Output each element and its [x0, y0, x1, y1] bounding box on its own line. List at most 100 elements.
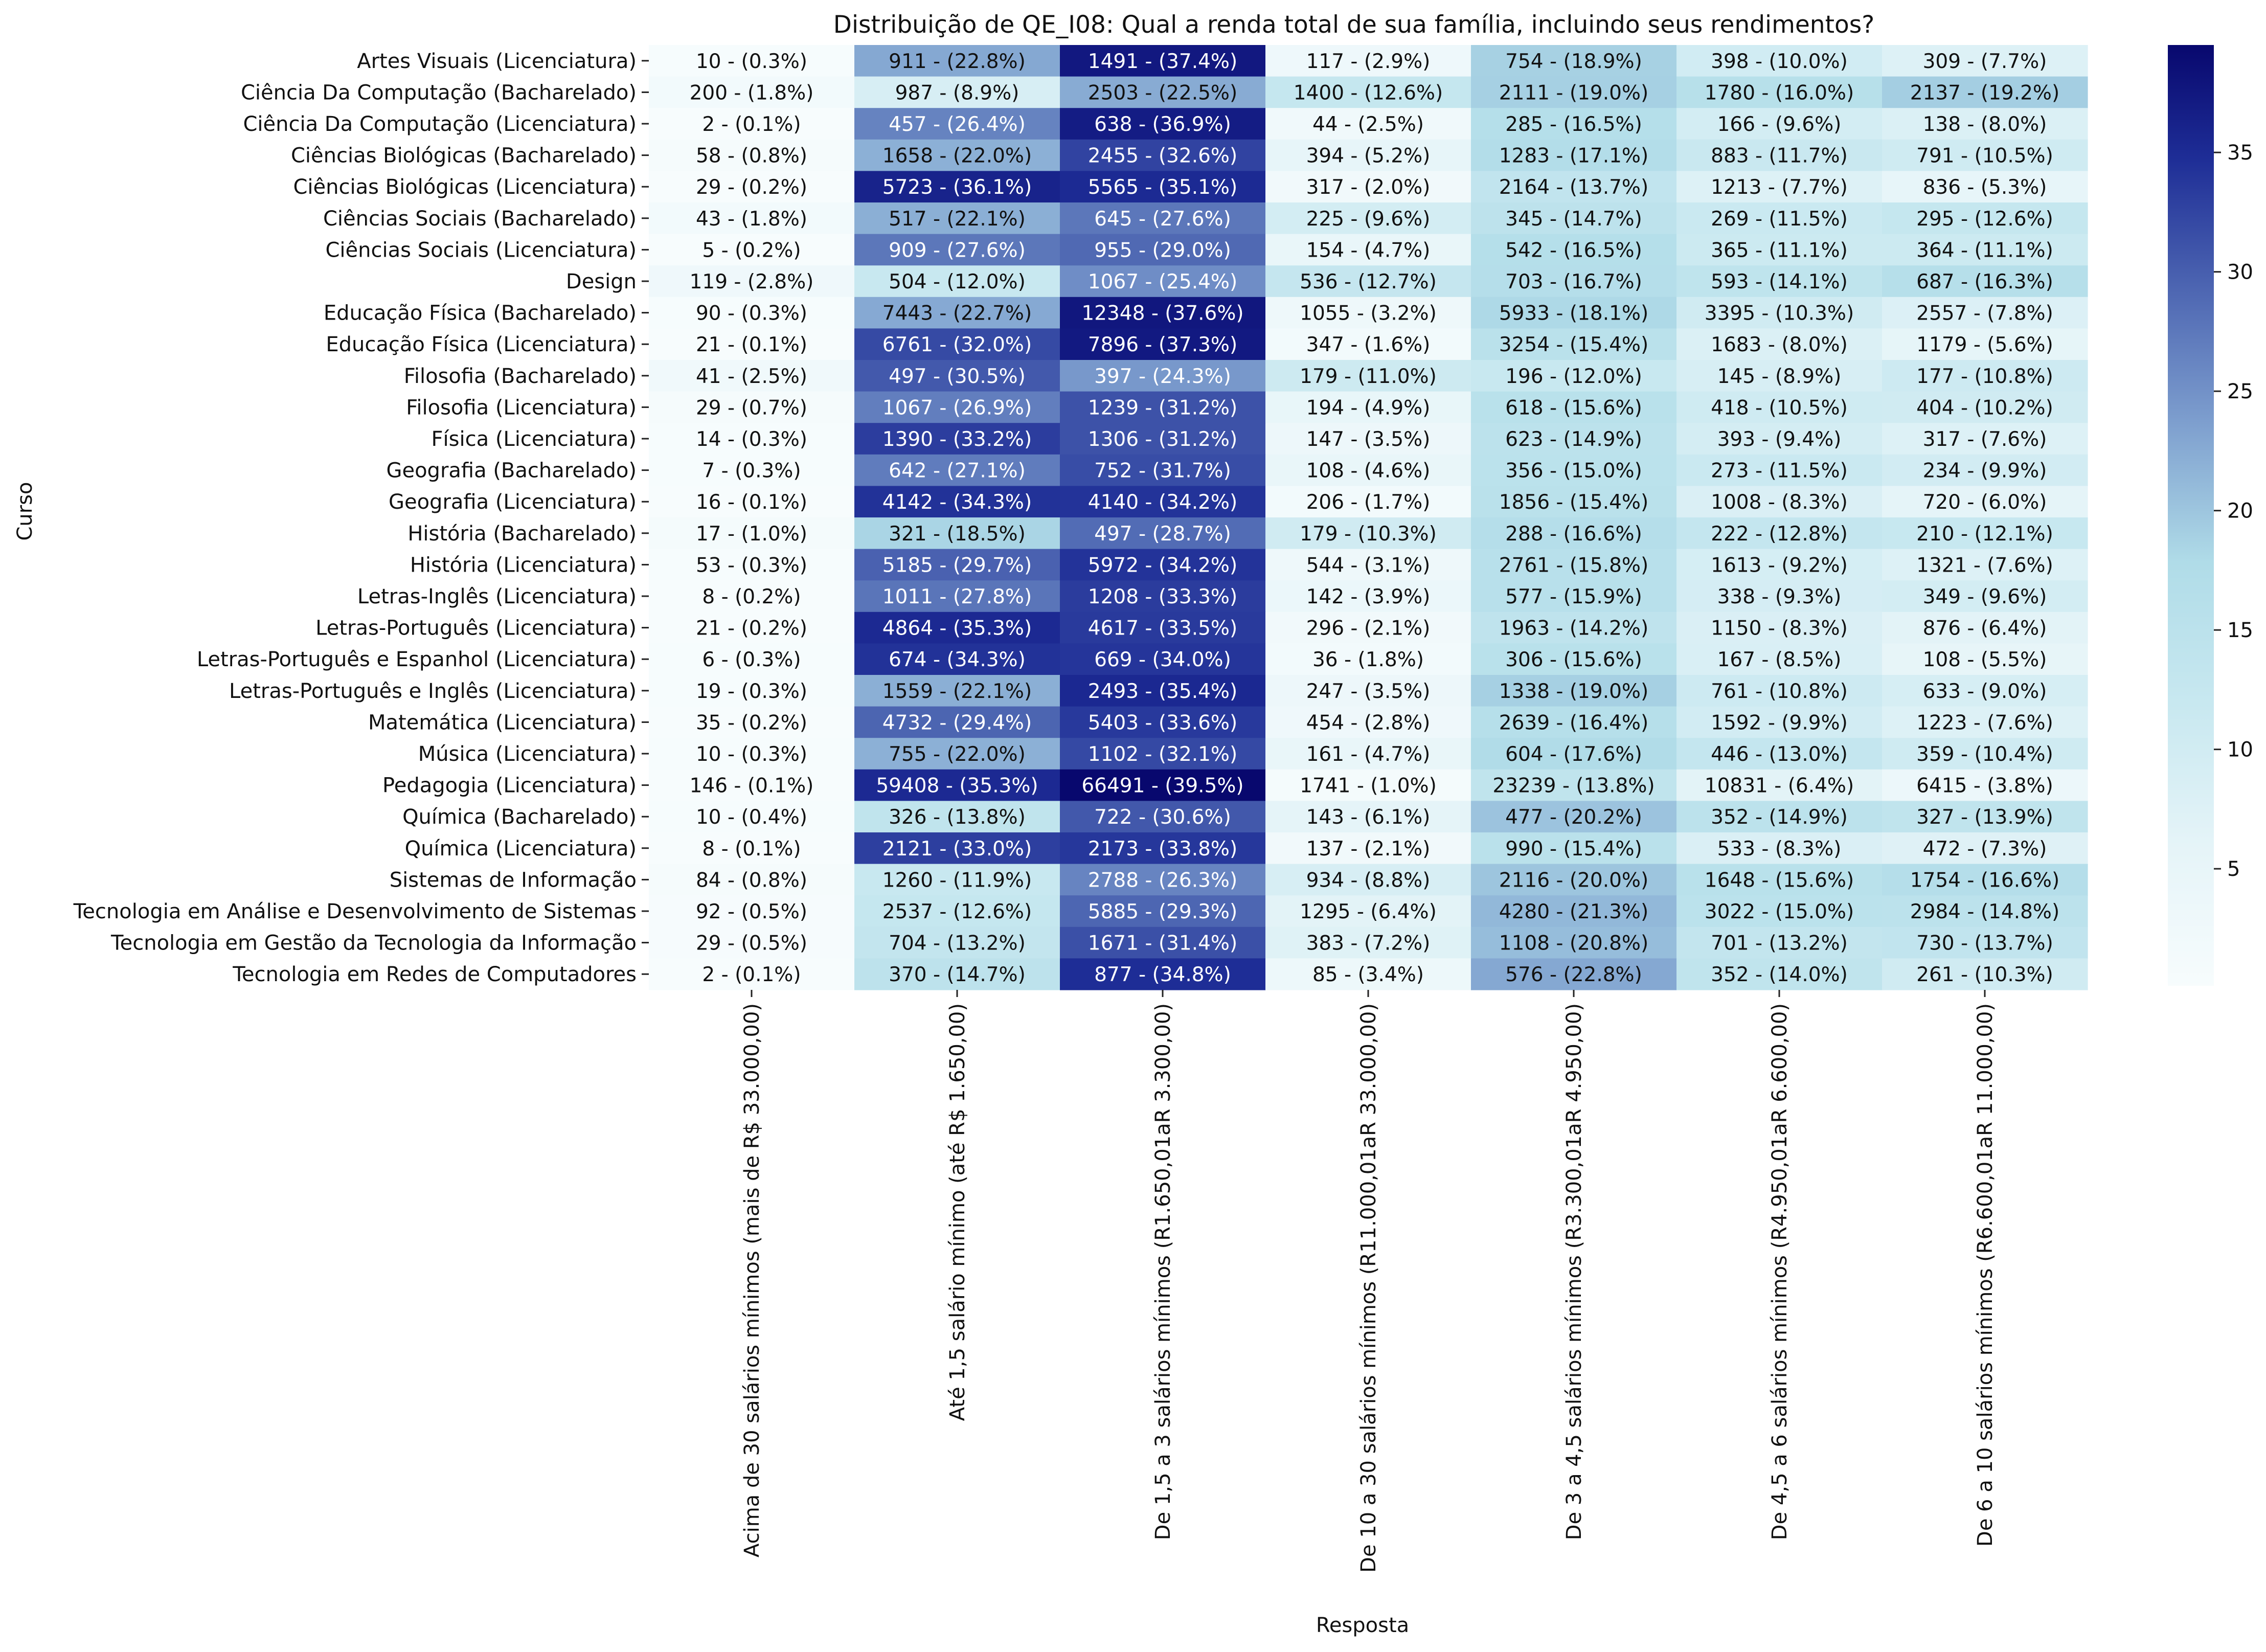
heatmap-cell [1265, 549, 1471, 581]
cell-label: 1283 - (17.1%) [1499, 145, 1648, 168]
heatmap-cell [854, 580, 1060, 613]
colorbar-tick-label: 10 [2227, 738, 2253, 762]
heatmap-cell [1265, 612, 1471, 644]
cell-label: 2639 - (16.4%) [1499, 711, 1648, 734]
heatmap-cell [1471, 738, 1677, 770]
row-label: Educação Física (Bacharelado) [324, 302, 637, 325]
heatmap-cell [649, 360, 855, 392]
heatmap-cell [1060, 643, 1266, 675]
cell-label: 206 - (1.7%) [1306, 491, 1431, 514]
heatmap-cell [1882, 139, 2088, 171]
row-label: Filosofia (Licenciatura) [406, 396, 637, 419]
heatmap-cell [1471, 486, 1677, 518]
heatmap-cell [1471, 675, 1677, 707]
heatmap-cell [649, 486, 855, 518]
heatmap-cell [854, 360, 1060, 392]
cell-label: 934 - (8.8%) [1306, 869, 1431, 892]
cell-label: 454 - (2.8%) [1306, 711, 1431, 734]
heatmap-cell [1471, 706, 1677, 738]
heatmap-cell [1471, 171, 1677, 203]
heatmap-cell [649, 328, 855, 360]
heatmap-cell [1265, 643, 1471, 675]
row-label: Ciências Sociais (Licenciatura) [326, 238, 637, 262]
heatmap-cell [1471, 328, 1677, 360]
heatmap-cell [1471, 139, 1677, 171]
cell-label: 754 - (18.9%) [1505, 50, 1642, 73]
cell-label: 2164 - (13.7%) [1499, 176, 1648, 199]
heatmap-cell [1060, 202, 1266, 235]
heatmap-cell [649, 76, 855, 108]
heatmap-cell [649, 895, 855, 927]
cell-label: 5723 - (36.1%) [882, 176, 1032, 199]
cell-label: 1306 - (31.2%) [1088, 428, 1237, 451]
x-axis-label: Resposta [1316, 1614, 1409, 1637]
cell-label: 5 - (0.2%) [702, 239, 801, 262]
cell-label: 327 - (13.9%) [1916, 806, 2053, 829]
heatmap-cell [1882, 738, 2088, 770]
heatmap-cell [1060, 297, 1266, 329]
heatmap-cell [1882, 832, 2088, 865]
heatmap-cells: 10 - (0.3%) 911 - (22.8%) 1491 - (37.4%) 11… [649, 45, 2088, 990]
heatmap-cell [1676, 139, 1883, 171]
cell-label: 285 - (16.5%) [1505, 113, 1642, 136]
heatmap-cell [854, 832, 1060, 865]
cell-label: 7896 - (37.3%) [1088, 333, 1237, 356]
cell-label: 703 - (16.7%) [1505, 270, 1642, 293]
heatmap-cell [1060, 738, 1266, 770]
heatmap-cell [1060, 328, 1266, 360]
row-label: Ciências Sociais (Bacharelado) [323, 207, 637, 231]
cell-label: 21 - (0.2%) [696, 617, 807, 640]
heatmap-cell [1471, 391, 1677, 423]
cell-label: 472 - (7.3%) [1923, 838, 2047, 861]
cell-label: 143 - (6.1%) [1306, 806, 1431, 829]
cell-label: 179 - (10.3%) [1300, 523, 1437, 546]
cell-label: 883 - (11.7%) [1711, 145, 1848, 168]
heatmap-cell [1676, 360, 1883, 392]
heatmap-cell [1676, 769, 1883, 801]
heatmap-cell [854, 517, 1060, 550]
cell-label: 166 - (9.6%) [1717, 113, 1842, 136]
cell-label: 119 - (2.8%) [690, 270, 814, 293]
heatmap-cell [1471, 612, 1677, 644]
cell-label: 222 - (12.8%) [1711, 523, 1848, 546]
row-label: Educação Física (Licenciatura) [326, 333, 637, 356]
heatmap-cell [1471, 360, 1677, 392]
cell-label: 4617 - (33.5%) [1088, 617, 1237, 640]
cell-label: 1683 - (8.0%) [1711, 333, 1848, 356]
cell-label: 345 - (14.7%) [1505, 208, 1642, 231]
heatmap-cell [1676, 958, 1883, 990]
heatmap-cell [1471, 895, 1677, 927]
heatmap-cell [1060, 45, 1266, 77]
cell-label: 352 - (14.0%) [1711, 963, 1848, 986]
cell-label: 497 - (28.7%) [1094, 523, 1231, 546]
heatmap-cell [854, 265, 1060, 298]
heatmap-cell [1471, 234, 1677, 266]
cell-label: 177 - (10.8%) [1916, 365, 2053, 388]
heatmap-cell [1471, 958, 1677, 990]
heatmap-cell [1265, 423, 1471, 455]
cell-label: 200 - (1.8%) [690, 81, 814, 104]
cell-label: 44 - (2.5%) [1312, 113, 1424, 136]
heatmap-cell [1676, 171, 1883, 203]
heatmap-cell [649, 45, 855, 77]
cell-label: 1613 - (9.2%) [1711, 554, 1848, 577]
cell-label: 145 - (8.9%) [1717, 365, 1842, 388]
row-label: Geografia (Licenciatura) [389, 490, 637, 514]
cell-label: 317 - (2.0%) [1306, 176, 1431, 199]
cell-label: 21 - (0.1%) [696, 333, 807, 356]
heatmap-cell [1882, 108, 2088, 140]
column-label: De 6 a 10 salários mínimos (R6.600,01aR … [1974, 1003, 1997, 1547]
cell-label: 752 - (31.7%) [1094, 460, 1231, 483]
cell-label: 1179 - (5.6%) [1916, 333, 2053, 356]
heatmap-cell [1471, 769, 1677, 801]
cell-label: 1648 - (15.6%) [1705, 869, 1854, 892]
cell-label: 10 - (0.3%) [696, 50, 807, 73]
cell-label: 1239 - (31.2%) [1088, 396, 1237, 419]
heatmap-cell [1882, 486, 2088, 518]
colorbar-tick-label: 5 [2227, 857, 2240, 881]
heatmap-cell [1882, 864, 2088, 896]
heatmap-cell [854, 675, 1060, 707]
heatmap-cell [1676, 234, 1883, 266]
heatmap-cell [1471, 76, 1677, 108]
cell-label: 577 - (15.9%) [1505, 585, 1642, 608]
